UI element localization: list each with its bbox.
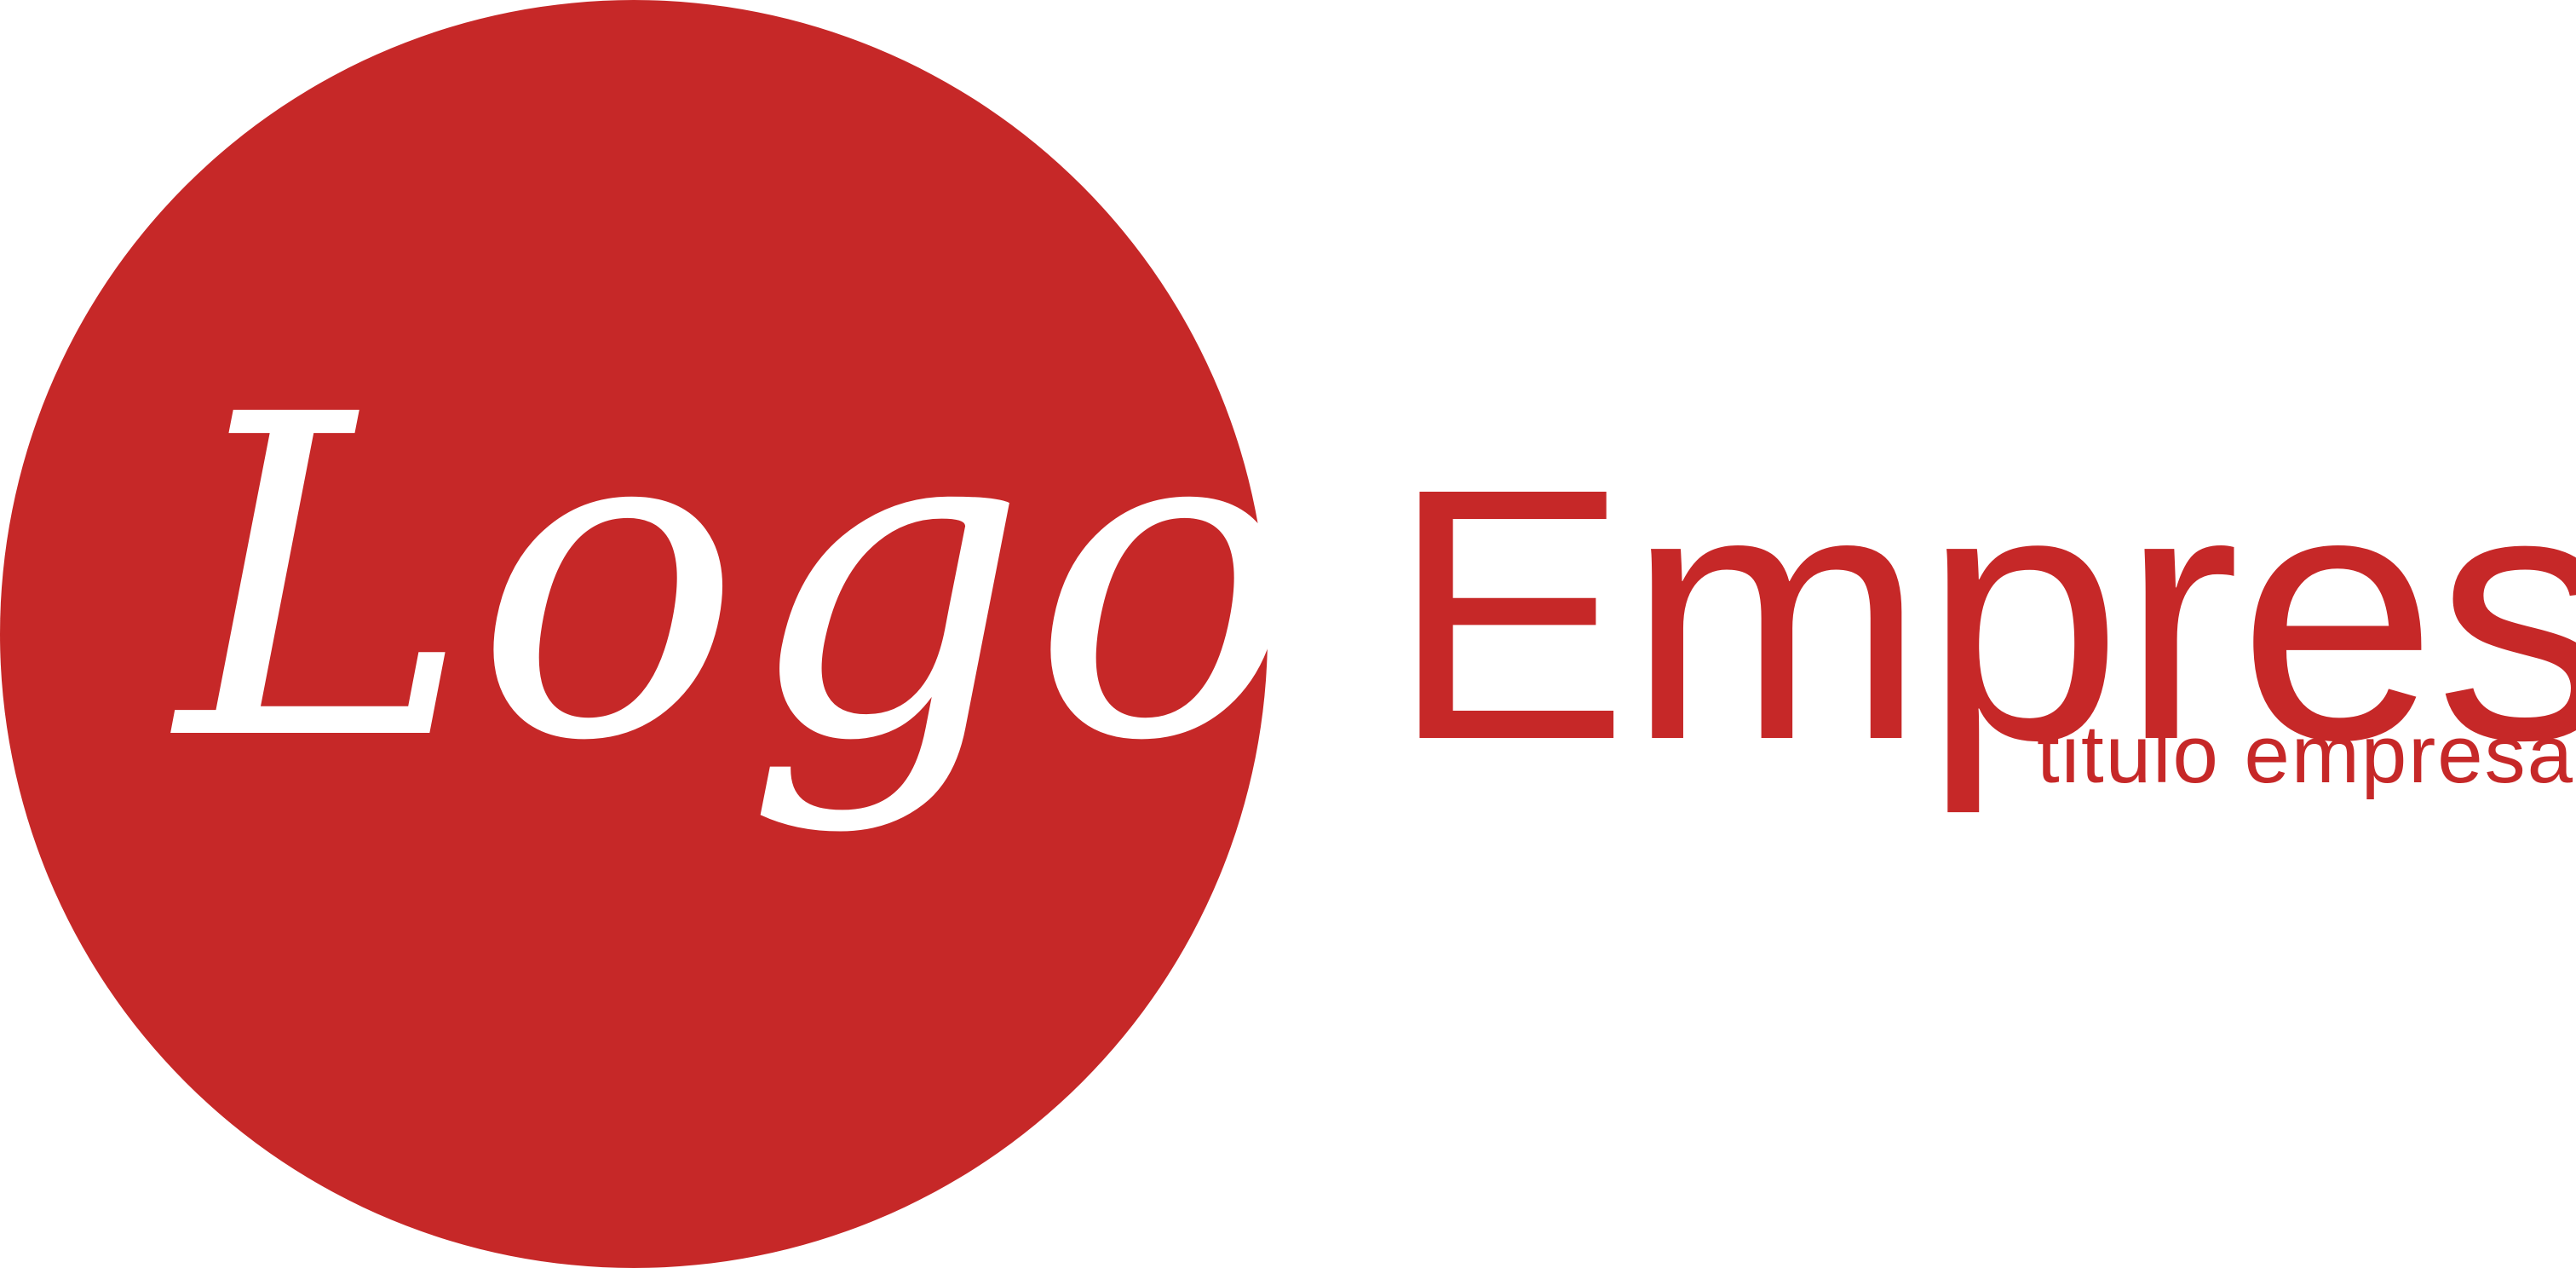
- logo-text: Logo: [177, 321, 1302, 838]
- company-name: Empresa: [1390, 415, 2576, 815]
- company-subtitle: titulo empresa: [2037, 709, 2574, 800]
- logo-circle: [0, 0, 1268, 1268]
